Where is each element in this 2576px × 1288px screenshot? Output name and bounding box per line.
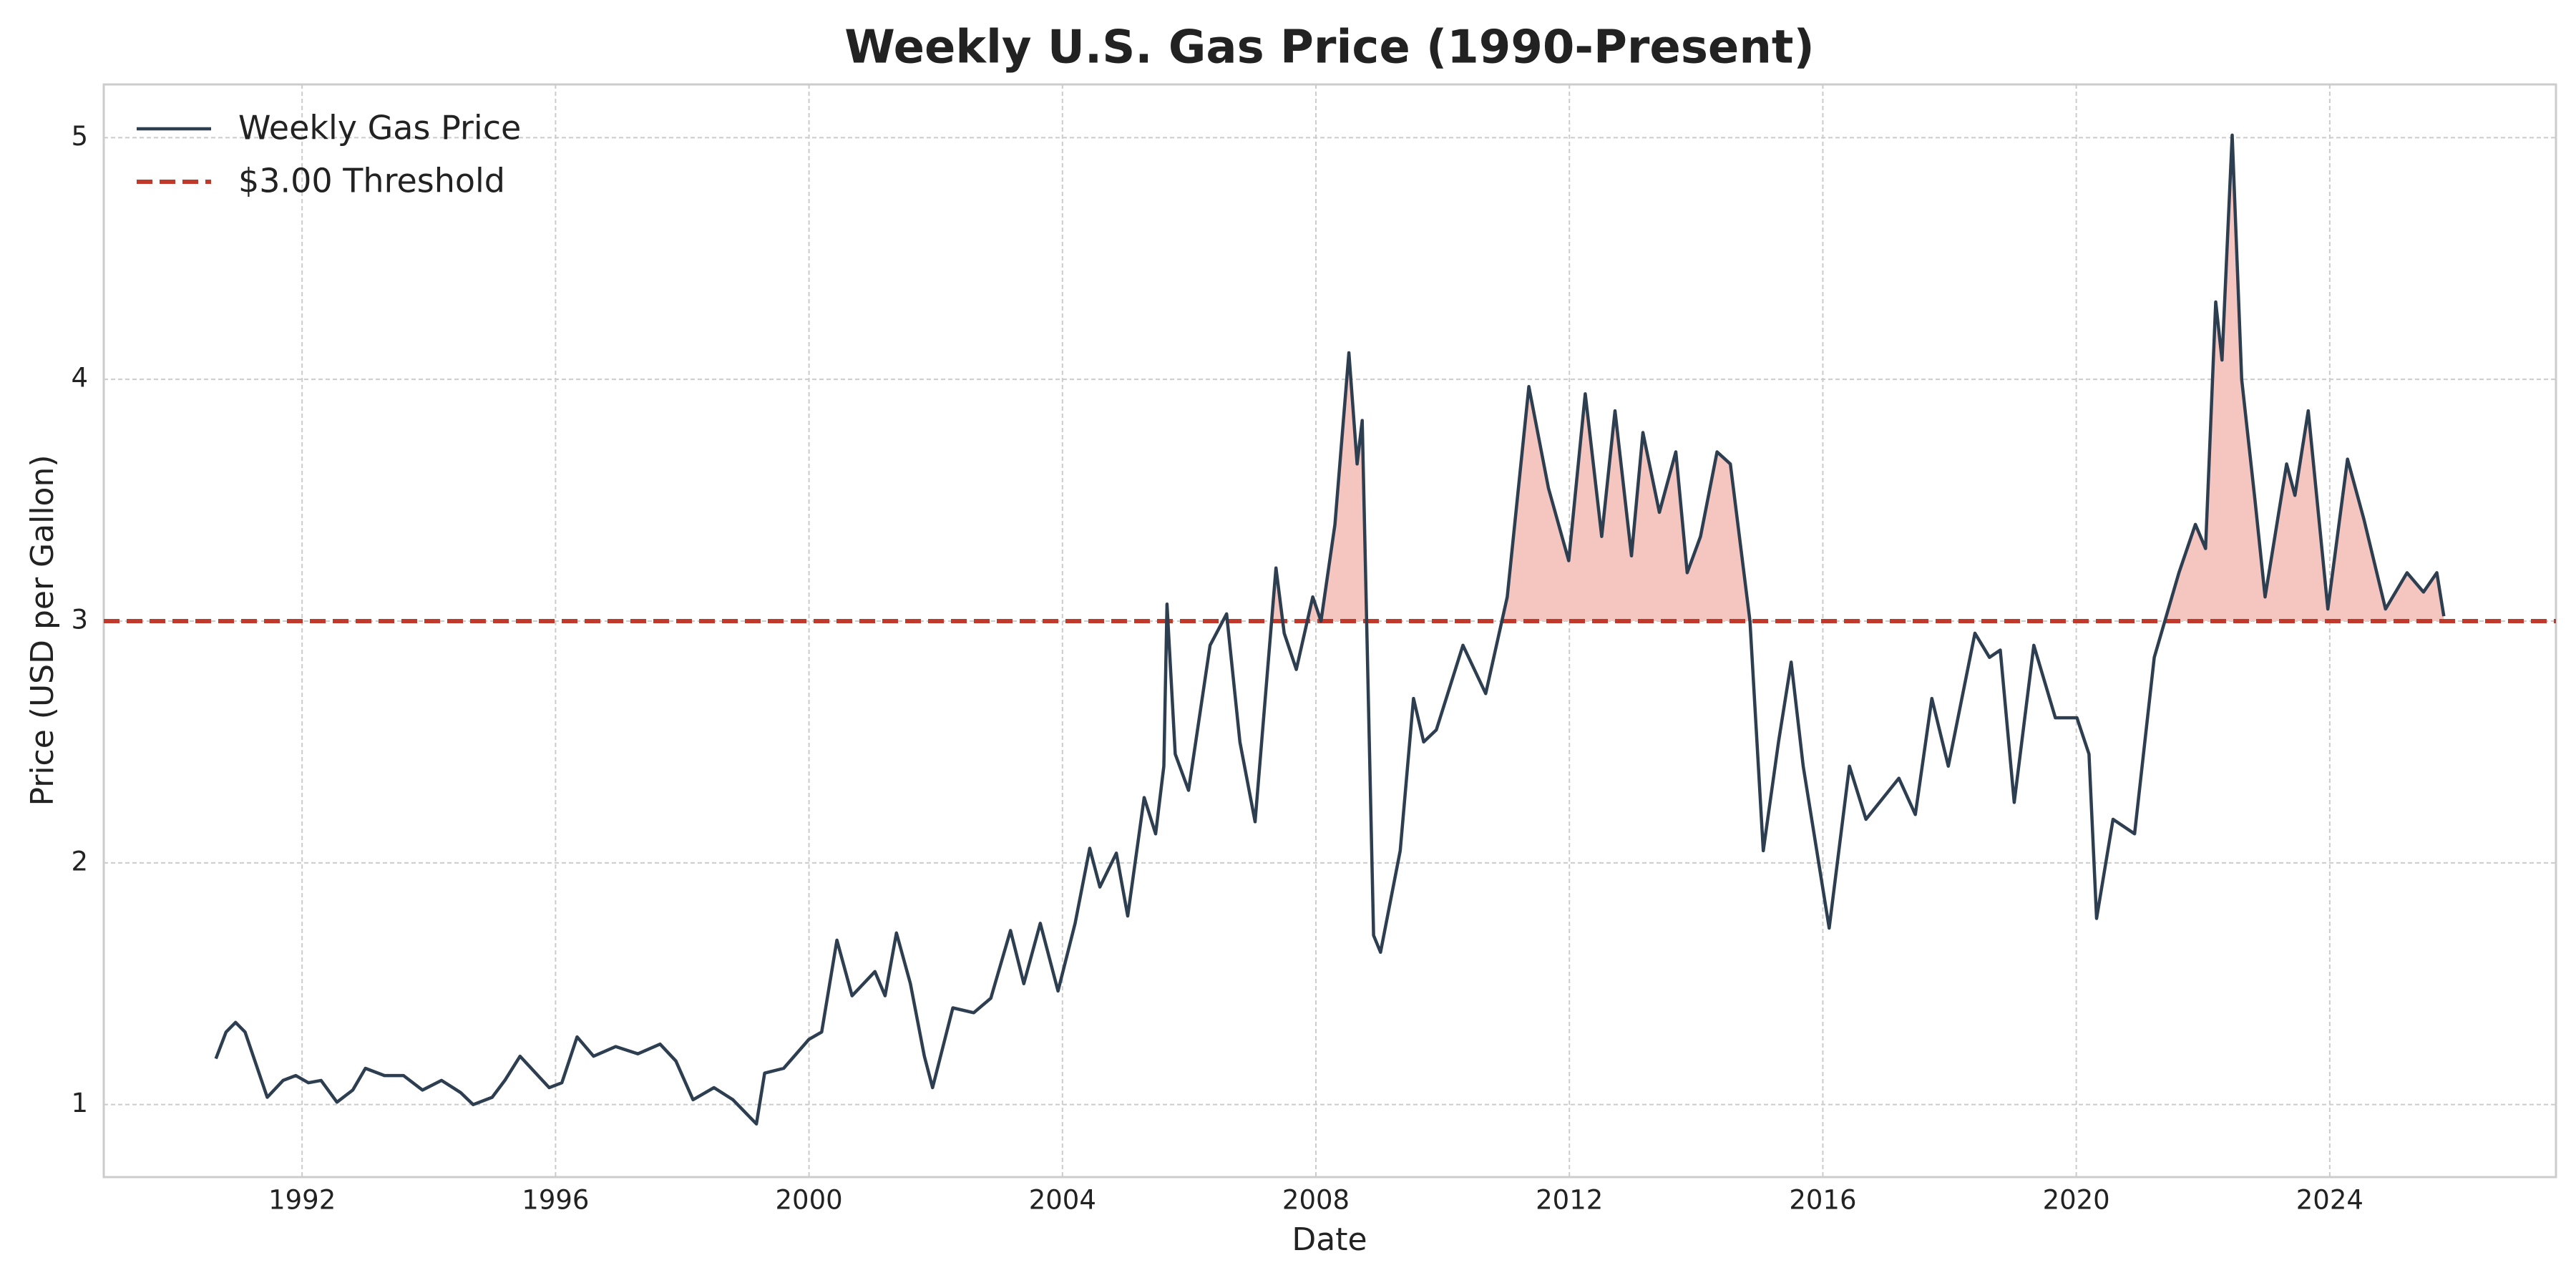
y-tick-label: 2 bbox=[71, 846, 88, 877]
x-tick-label: 2008 bbox=[1282, 1185, 1350, 1216]
plot-frame bbox=[102, 83, 2557, 1179]
x-tick-label: 2004 bbox=[1029, 1185, 1096, 1216]
legend-label: $3.00 Threshold bbox=[238, 162, 505, 200]
x-tick-label: 1992 bbox=[268, 1185, 336, 1216]
x-tick-label: 1996 bbox=[522, 1185, 589, 1216]
y-axis-label: Price (USD per Gallon) bbox=[24, 454, 61, 806]
legend-label: Weekly Gas Price bbox=[238, 109, 521, 147]
y-tick-label: 3 bbox=[71, 604, 88, 635]
price-line bbox=[214, 133, 2446, 1126]
threshold-area bbox=[1166, 135, 2444, 621]
x-tick-label: 2024 bbox=[2296, 1185, 2363, 1216]
y-tick-label: 1 bbox=[71, 1088, 88, 1118]
chart-title: Weekly U.S. Gas Price (1990-Present) bbox=[844, 21, 1814, 74]
x-tick-label: 2020 bbox=[2043, 1185, 2110, 1216]
y-tick-label: 5 bbox=[71, 121, 88, 152]
y-tick-label: 4 bbox=[71, 363, 88, 394]
x-axis-label: Date bbox=[1292, 1221, 1367, 1258]
x-tick-label: 2000 bbox=[776, 1185, 843, 1216]
x-tick-label: 2016 bbox=[1789, 1185, 1856, 1216]
x-tick-label: 2012 bbox=[1536, 1185, 1603, 1216]
